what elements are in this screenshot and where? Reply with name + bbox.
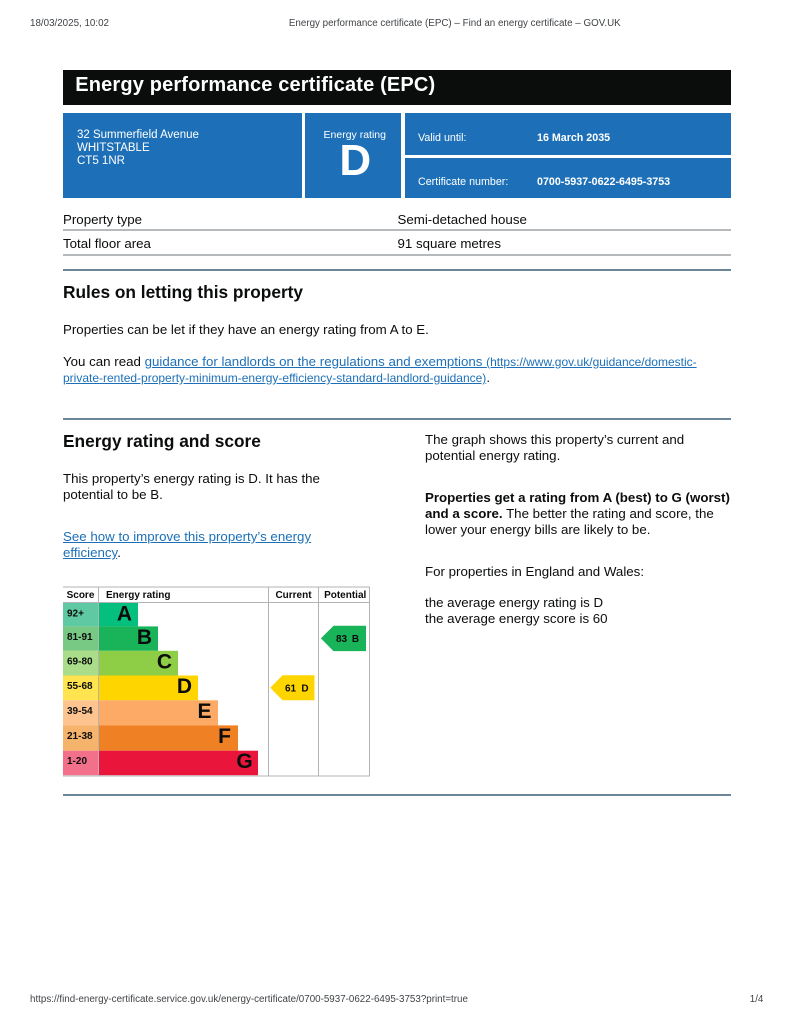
svg-text:81-91: 81-91 [67, 632, 93, 643]
svg-text:B: B [352, 634, 359, 645]
svg-text:D: D [301, 683, 308, 694]
svg-text:Current: Current [275, 590, 312, 601]
svg-text:C: C [157, 650, 172, 673]
svg-text:Score: Score [67, 590, 95, 601]
svg-text:92+: 92+ [67, 608, 84, 619]
svg-text:21-38: 21-38 [67, 731, 93, 742]
svg-text:A: A [117, 602, 132, 625]
svg-text:B: B [137, 626, 152, 649]
svg-text:61: 61 [285, 683, 297, 694]
svg-text:83: 83 [336, 634, 348, 645]
svg-text:F: F [218, 725, 231, 748]
svg-text:39-54: 39-54 [67, 706, 93, 717]
svg-text:55-68: 55-68 [67, 681, 93, 692]
svg-text:D: D [177, 675, 192, 698]
svg-text:Energy rating: Energy rating [106, 590, 170, 601]
svg-text:Potential: Potential [324, 590, 366, 601]
svg-text:69-80: 69-80 [67, 656, 93, 667]
svg-text:E: E [197, 700, 211, 723]
svg-text:G: G [236, 750, 252, 773]
svg-text:1-20: 1-20 [67, 756, 87, 767]
